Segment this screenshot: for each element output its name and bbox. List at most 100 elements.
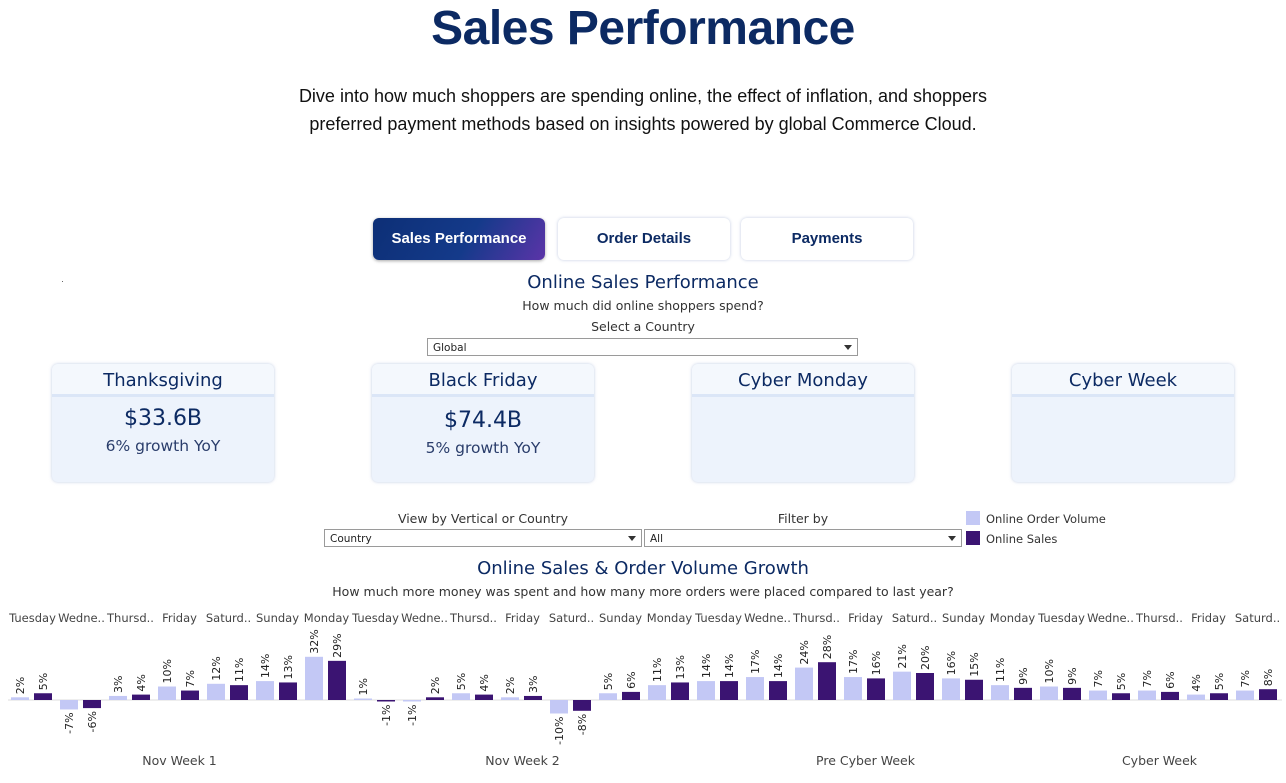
growth-chart-title: Online Sales & Order Volume Growth	[477, 558, 809, 579]
chevron-down-icon	[948, 536, 956, 541]
online-sales-bar	[965, 679, 983, 700]
day-label: Tuesday	[8, 611, 56, 625]
order-volume-bar	[746, 677, 764, 700]
country-select-label: Select a Country	[591, 319, 695, 334]
data-label: 7%	[1092, 670, 1105, 687]
page-title: Sales Performance	[431, 2, 855, 55]
tab-order-details[interactable]: Order Details	[558, 218, 730, 260]
order-volume-bar	[599, 693, 617, 700]
data-label: -1%	[380, 705, 393, 726]
online-sales-bar	[1161, 691, 1179, 700]
data-label: 15%	[968, 652, 981, 676]
day-label: Sunday	[599, 611, 642, 625]
online-sales-title: Online Sales Performance	[527, 272, 759, 293]
card-cyber-monday: Cyber Monday	[692, 364, 914, 482]
online-sales-bar	[475, 694, 493, 700]
country-select[interactable]: Global	[427, 338, 858, 356]
data-label: 3%	[112, 675, 125, 692]
order-volume-bar	[795, 667, 813, 700]
order-volume-bar	[256, 681, 274, 700]
online-sales-bar	[720, 681, 738, 700]
data-label: 10%	[1043, 659, 1056, 683]
day-label: Thursd..	[1135, 611, 1183, 625]
data-label: 17%	[847, 650, 860, 674]
day-label: Monday	[304, 611, 350, 625]
data-label: 11%	[994, 658, 1007, 682]
data-label: 7%	[184, 670, 197, 687]
online-sales-subtitle: How much did online shoppers spend?	[522, 298, 764, 313]
data-label: 14%	[259, 654, 272, 678]
online-sales-bar	[181, 690, 199, 700]
filter-by-select[interactable]: All	[644, 529, 962, 547]
intro-text: Dive into how much shoppers are spending…	[298, 86, 988, 134]
online-sales-bar	[524, 695, 542, 700]
stray-dot	[62, 281, 63, 282]
order-volume-bar	[648, 685, 666, 700]
card-thanksgiving: Thanksgiving $33.6B 6% growth YoY	[52, 364, 274, 482]
legend-swatch	[966, 511, 980, 525]
day-label: Monday	[990, 611, 1036, 625]
online-sales-bar	[1014, 687, 1032, 700]
day-label: Sunday	[942, 611, 985, 625]
tab-sales-performance[interactable]: Sales Performance	[373, 218, 545, 260]
order-volume-bar	[158, 686, 176, 700]
online-sales-bar	[1112, 693, 1130, 700]
online-sales-bar	[34, 693, 52, 700]
data-label: 21%	[896, 644, 909, 668]
data-label: 2%	[14, 677, 27, 694]
day-label: Wedne..	[401, 611, 448, 625]
card-title: Black Friday	[372, 364, 594, 397]
card-value: $33.6B	[123, 406, 203, 431]
data-label: 16%	[870, 651, 883, 675]
data-label: 20%	[919, 646, 932, 670]
day-label: Tuesday	[694, 611, 742, 625]
week-group-label: Pre Cyber Week	[816, 753, 916, 768]
view-by-label: View by Vertical or Country	[397, 511, 569, 526]
order-volume-bar	[893, 671, 911, 700]
chevron-down-icon	[628, 536, 636, 541]
day-label: Monday	[647, 611, 693, 625]
order-volume-bar	[354, 698, 372, 700]
data-label: -7%	[63, 712, 76, 733]
order-volume-bar	[109, 695, 127, 700]
week-group-label: Cyber Week	[1122, 753, 1198, 768]
online-sales-bar	[279, 682, 297, 700]
data-label: 11%	[651, 658, 664, 682]
card-black-friday: Black Friday $74.4B 5% growth YoY	[372, 364, 594, 482]
card-growth: 6% growth YoY	[105, 437, 221, 455]
data-label: 24%	[798, 640, 811, 664]
view-by-select[interactable]: Country	[324, 529, 642, 547]
data-label: 13%	[282, 655, 295, 679]
data-label: 5%	[1115, 673, 1128, 690]
filter-by-value: All	[650, 533, 664, 545]
data-label: 3%	[527, 675, 540, 692]
data-label: 6%	[625, 671, 638, 688]
data-label: 14%	[723, 654, 736, 678]
chevron-down-icon	[844, 345, 852, 350]
data-label: -10%	[553, 717, 566, 745]
data-label: 29%	[331, 633, 344, 657]
online-sales-bar	[916, 673, 934, 700]
data-label: 5%	[455, 673, 468, 690]
online-sales-bar	[622, 691, 640, 700]
order-volume-bar	[844, 677, 862, 700]
day-label: Sunday	[256, 611, 299, 625]
data-label: 13%	[674, 655, 687, 679]
online-sales-bar	[1210, 693, 1228, 700]
tab-payments[interactable]: Payments	[741, 218, 913, 260]
online-sales-bar	[1063, 687, 1081, 700]
data-label: 12%	[210, 656, 223, 680]
legend-label: Online Sales	[986, 532, 1058, 546]
day-label: Thursd..	[106, 611, 154, 625]
growth-chart-subtitle: How much more money was spent and how ma…	[332, 584, 954, 599]
day-label: Tuesday	[1037, 611, 1085, 625]
order-volume-bar	[403, 700, 421, 702]
legend-swatch	[966, 531, 980, 545]
data-label: 10%	[161, 659, 174, 683]
online-sales-bar	[671, 682, 689, 700]
week-group-label: Nov Week 2	[485, 753, 560, 768]
order-volume-bar	[1089, 690, 1107, 700]
day-label: Saturd..	[1235, 611, 1280, 625]
day-label: Wedne..	[58, 611, 105, 625]
day-label: Friday	[505, 611, 540, 625]
